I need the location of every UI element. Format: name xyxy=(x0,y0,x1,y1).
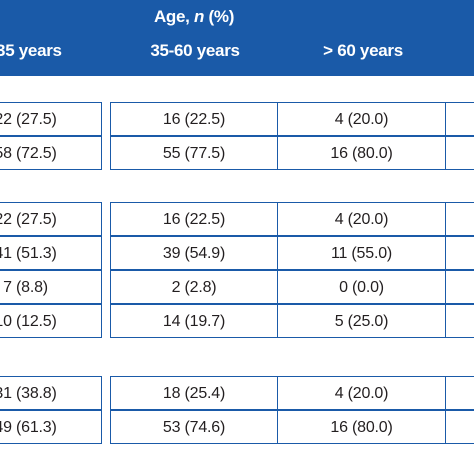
table-cell: 4 (20.0) xyxy=(278,102,446,136)
column-header-over-60: > 60 years xyxy=(323,41,403,60)
table-row: 31 (38.8) 18 (25.4) 4 (20.0) xyxy=(0,376,474,410)
age-n-label: n xyxy=(194,7,205,26)
table-cell: 41 (51.3) xyxy=(0,236,102,270)
table-cell: 55 (77.5) xyxy=(110,136,278,170)
table-cell: 16 (80.0) xyxy=(278,136,446,170)
table-cell: 22 (27.5) xyxy=(0,102,102,136)
table-cell xyxy=(446,376,474,410)
table-cell: 0 (0.0) xyxy=(278,270,446,304)
table-cell xyxy=(446,236,474,270)
table-cell: 39 (54.9) xyxy=(110,236,278,270)
table-cell: 16 (22.5) xyxy=(110,202,278,236)
table-row: 49 (61.3) 53 (74.6) 16 (80.0) xyxy=(0,410,474,444)
table-cell xyxy=(446,410,474,444)
column-header-35-60: 35-60 years xyxy=(150,41,240,60)
table-cell: 58 (72.5) xyxy=(0,136,102,170)
table-cell: 16 (80.0) xyxy=(278,410,446,444)
age-column-group-title: Age, n (%) xyxy=(0,7,388,27)
table-row: 22 (27.5) 16 (22.5) 4 (20.0) xyxy=(0,202,474,236)
table-cell xyxy=(446,304,474,338)
table-row: 41 (51.3) 39 (54.9) 11 (55.0) xyxy=(0,236,474,270)
table-cell: 53 (74.6) xyxy=(110,410,278,444)
column-header-under-35: t 35 years xyxy=(0,41,62,60)
table-header: Age, n (%) t 35 years 35-60 years > 60 y… xyxy=(0,0,474,76)
age-percent-label: (%) xyxy=(204,7,235,26)
table-cell: 31 (38.8) xyxy=(0,376,102,410)
age-label: Age, xyxy=(153,7,194,26)
table-cell: 49 (61.3) xyxy=(0,410,102,444)
table-row: 22 (27.5) 16 (22.5) 4 (20.0) xyxy=(0,102,474,136)
table-cell: 16 (22.5) xyxy=(110,102,278,136)
table-cell xyxy=(446,270,474,304)
table-cell: 14 (19.7) xyxy=(110,304,278,338)
table-cell: 22 (27.5) xyxy=(0,202,102,236)
table-cell: 5 (25.0) xyxy=(278,304,446,338)
table-row: 10 (12.5) 14 (19.7) 5 (25.0) xyxy=(0,304,474,338)
table-cell: 10 (12.5) xyxy=(0,304,102,338)
table-row: 58 (72.5) 55 (77.5) 16 (80.0) xyxy=(0,136,474,170)
table-cell: 11 (55.0) xyxy=(278,236,446,270)
table-cell: 2 (2.8) xyxy=(110,270,278,304)
table-cell xyxy=(446,202,474,236)
table-cell xyxy=(446,136,474,170)
table-cell: 7 (8.8) xyxy=(0,270,102,304)
table-cell: 18 (25.4) xyxy=(110,376,278,410)
table-cell: 4 (20.0) xyxy=(278,202,446,236)
table-cell: 4 (20.0) xyxy=(278,376,446,410)
table-row: 7 (8.8) 2 (2.8) 0 (0.0) xyxy=(0,270,474,304)
table-cell xyxy=(446,102,474,136)
